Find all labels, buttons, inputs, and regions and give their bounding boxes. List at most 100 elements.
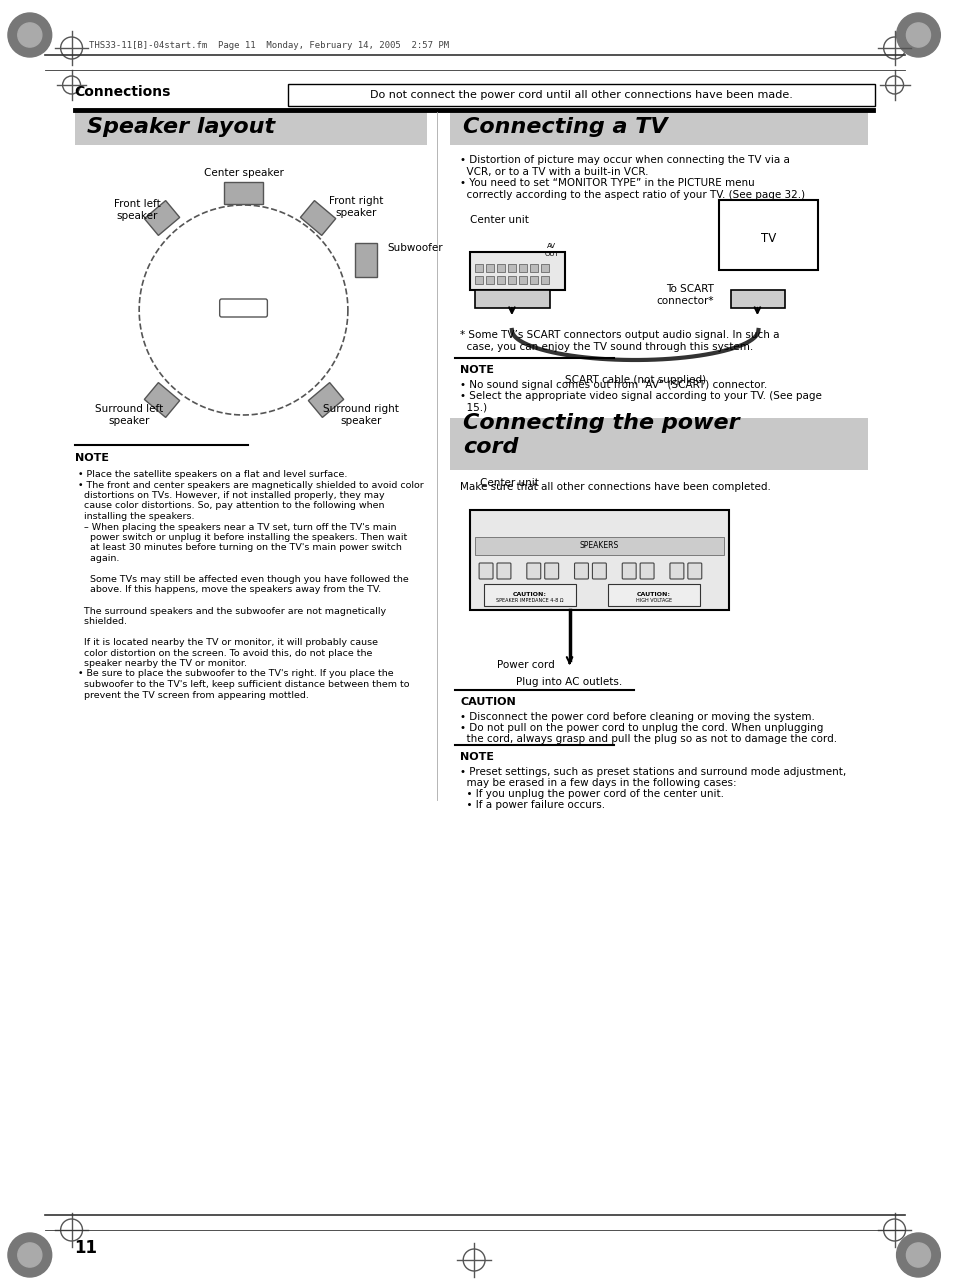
Text: * Some TV’s SCART connectors output audio signal. In such a
  case, you can enjo: * Some TV’s SCART connectors output audi… bbox=[459, 331, 779, 351]
Text: speaker nearby the TV or monitor.: speaker nearby the TV or monitor. bbox=[77, 658, 246, 667]
Text: Connecting a TV: Connecting a TV bbox=[463, 117, 667, 138]
Text: above. If this happens, move the speakers away from the TV.: above. If this happens, move the speaker… bbox=[77, 585, 380, 594]
FancyBboxPatch shape bbox=[308, 382, 343, 418]
FancyBboxPatch shape bbox=[507, 264, 516, 273]
Text: may be erased in a few days in the following cases:: may be erased in a few days in the follo… bbox=[459, 778, 736, 788]
Text: • Disconnect the power cord before cleaning or moving the system.: • Disconnect the power cord before clean… bbox=[459, 712, 814, 721]
Text: Plug into AC outlets.: Plug into AC outlets. bbox=[516, 676, 622, 687]
Text: 11: 11 bbox=[74, 1238, 97, 1256]
FancyBboxPatch shape bbox=[223, 183, 263, 204]
Text: installing the speakers.: installing the speakers. bbox=[77, 512, 193, 521]
FancyBboxPatch shape bbox=[74, 111, 427, 145]
Text: again.: again. bbox=[77, 554, 119, 563]
Text: Center unit: Center unit bbox=[470, 215, 529, 225]
FancyBboxPatch shape bbox=[470, 252, 564, 291]
Text: the cord, always grasp and pull the plug so as not to damage the cord.: the cord, always grasp and pull the plug… bbox=[459, 734, 837, 745]
Text: cause color distortions. So, pay attention to the following when: cause color distortions. So, pay attenti… bbox=[77, 502, 384, 511]
Text: CAUTION:: CAUTION: bbox=[513, 592, 546, 597]
Text: Power cord: Power cord bbox=[497, 660, 554, 670]
Text: To SCART
connector*: To SCART connector* bbox=[656, 284, 713, 306]
FancyBboxPatch shape bbox=[687, 563, 701, 579]
FancyBboxPatch shape bbox=[518, 276, 526, 284]
Circle shape bbox=[18, 23, 42, 48]
FancyBboxPatch shape bbox=[475, 538, 723, 556]
FancyBboxPatch shape bbox=[730, 291, 784, 309]
Circle shape bbox=[905, 1242, 929, 1267]
Text: Center unit: Center unit bbox=[480, 478, 538, 487]
Text: HIGH VOLTAGE: HIGH VOLTAGE bbox=[636, 598, 672, 603]
Text: • Preset settings, such as preset stations and surround mode adjustment,: • Preset settings, such as preset statio… bbox=[459, 766, 845, 777]
FancyBboxPatch shape bbox=[518, 264, 526, 273]
FancyBboxPatch shape bbox=[144, 201, 179, 235]
FancyBboxPatch shape bbox=[288, 84, 874, 105]
FancyBboxPatch shape bbox=[540, 276, 548, 284]
Text: • Select the appropriate video signal according to your TV. (See page: • Select the appropriate video signal ac… bbox=[459, 391, 821, 401]
Circle shape bbox=[226, 284, 261, 320]
Text: correctly according to the aspect ratio of your TV. (See page 32.): correctly according to the aspect ratio … bbox=[459, 189, 804, 199]
Text: • If a power failure occurs.: • If a power failure occurs. bbox=[459, 800, 605, 810]
Text: If it is located nearby the TV or monitor, it will probably cause: If it is located nearby the TV or monito… bbox=[77, 638, 377, 647]
FancyBboxPatch shape bbox=[470, 511, 728, 610]
Text: Front left
speaker: Front left speaker bbox=[113, 199, 160, 221]
Circle shape bbox=[905, 23, 929, 48]
FancyBboxPatch shape bbox=[355, 243, 376, 276]
FancyBboxPatch shape bbox=[478, 563, 493, 579]
Text: distortions on TVs. However, if not installed properly, they may: distortions on TVs. However, if not inst… bbox=[77, 491, 384, 500]
Text: THS33-11[B]-04start.fm  Page 11  Monday, February 14, 2005  2:57 PM: THS33-11[B]-04start.fm Page 11 Monday, F… bbox=[90, 41, 449, 50]
Text: shielded.: shielded. bbox=[77, 617, 127, 626]
Text: NOTE: NOTE bbox=[459, 752, 494, 763]
FancyBboxPatch shape bbox=[621, 563, 636, 579]
Text: VCR, or to a TV with a built-in VCR.: VCR, or to a TV with a built-in VCR. bbox=[459, 166, 648, 176]
Text: SCART cable (not supplied): SCART cable (not supplied) bbox=[564, 376, 705, 385]
FancyBboxPatch shape bbox=[507, 276, 516, 284]
Text: at least 30 minutes before turning on the TV's main power switch: at least 30 minutes before turning on th… bbox=[77, 544, 401, 553]
Text: • The front and center speakers are magnetically shielded to avoid color: • The front and center speakers are magn… bbox=[77, 481, 423, 490]
Text: NOTE: NOTE bbox=[74, 453, 109, 463]
Circle shape bbox=[896, 13, 940, 57]
FancyBboxPatch shape bbox=[219, 300, 267, 318]
Text: TV: TV bbox=[760, 231, 775, 244]
FancyBboxPatch shape bbox=[497, 264, 504, 273]
Text: NOTE: NOTE bbox=[459, 365, 494, 376]
FancyBboxPatch shape bbox=[300, 201, 335, 235]
Text: AV
OUT: AV OUT bbox=[544, 243, 558, 256]
Text: Surround right
speaker: Surround right speaker bbox=[322, 404, 398, 426]
Circle shape bbox=[18, 1242, 42, 1267]
FancyBboxPatch shape bbox=[529, 276, 537, 284]
FancyBboxPatch shape bbox=[544, 563, 558, 579]
FancyBboxPatch shape bbox=[529, 264, 537, 273]
FancyBboxPatch shape bbox=[540, 264, 548, 273]
FancyBboxPatch shape bbox=[526, 563, 540, 579]
FancyBboxPatch shape bbox=[475, 276, 482, 284]
Text: Some TVs may still be affected even though you have followed the: Some TVs may still be affected even thou… bbox=[77, 575, 408, 584]
Text: subwoofer to the TV's left, keep sufficient distance between them to: subwoofer to the TV's left, keep suffici… bbox=[77, 680, 409, 689]
Circle shape bbox=[8, 1233, 51, 1277]
Text: Make sure that all other connections have been completed.: Make sure that all other connections hav… bbox=[459, 482, 770, 493]
FancyBboxPatch shape bbox=[574, 563, 588, 579]
FancyBboxPatch shape bbox=[497, 563, 511, 579]
Text: The surround speakers and the subwoofer are not magnetically: The surround speakers and the subwoofer … bbox=[77, 607, 385, 616]
Text: 15.): 15.) bbox=[459, 403, 487, 412]
Text: SPEAKERS: SPEAKERS bbox=[579, 540, 618, 549]
Text: Speaker layout: Speaker layout bbox=[88, 117, 275, 138]
Text: • You need to set “MONITOR TYPE” in the PICTURE menu: • You need to set “MONITOR TYPE” in the … bbox=[459, 177, 754, 188]
Text: power switch or unplug it before installing the speakers. Then wait: power switch or unplug it before install… bbox=[77, 532, 406, 541]
Text: • If you unplug the power cord of the center unit.: • If you unplug the power cord of the ce… bbox=[459, 790, 723, 799]
Text: CAUTION: CAUTION bbox=[459, 697, 516, 707]
Text: Connections: Connections bbox=[74, 85, 171, 99]
FancyBboxPatch shape bbox=[486, 276, 494, 284]
Text: Do not connect the power cord until all other connections have been made.: Do not connect the power cord until all … bbox=[370, 90, 792, 100]
FancyBboxPatch shape bbox=[669, 563, 683, 579]
FancyBboxPatch shape bbox=[497, 276, 504, 284]
FancyBboxPatch shape bbox=[608, 584, 700, 606]
FancyBboxPatch shape bbox=[450, 418, 867, 469]
Circle shape bbox=[8, 13, 51, 57]
Text: • Be sure to place the subwoofer to the TV's right. If you place the: • Be sure to place the subwoofer to the … bbox=[77, 670, 393, 679]
Text: • No sound signal comes out from “AV” (SCART) connector.: • No sound signal comes out from “AV” (S… bbox=[459, 379, 766, 390]
Text: Front right
speaker: Front right speaker bbox=[329, 197, 383, 217]
Text: CAUTION:: CAUTION: bbox=[637, 592, 670, 597]
FancyBboxPatch shape bbox=[144, 382, 179, 418]
Text: Center speaker: Center speaker bbox=[203, 168, 283, 177]
FancyBboxPatch shape bbox=[450, 111, 867, 145]
Text: • Place the satellite speakers on a flat and level surface.: • Place the satellite speakers on a flat… bbox=[77, 469, 347, 478]
